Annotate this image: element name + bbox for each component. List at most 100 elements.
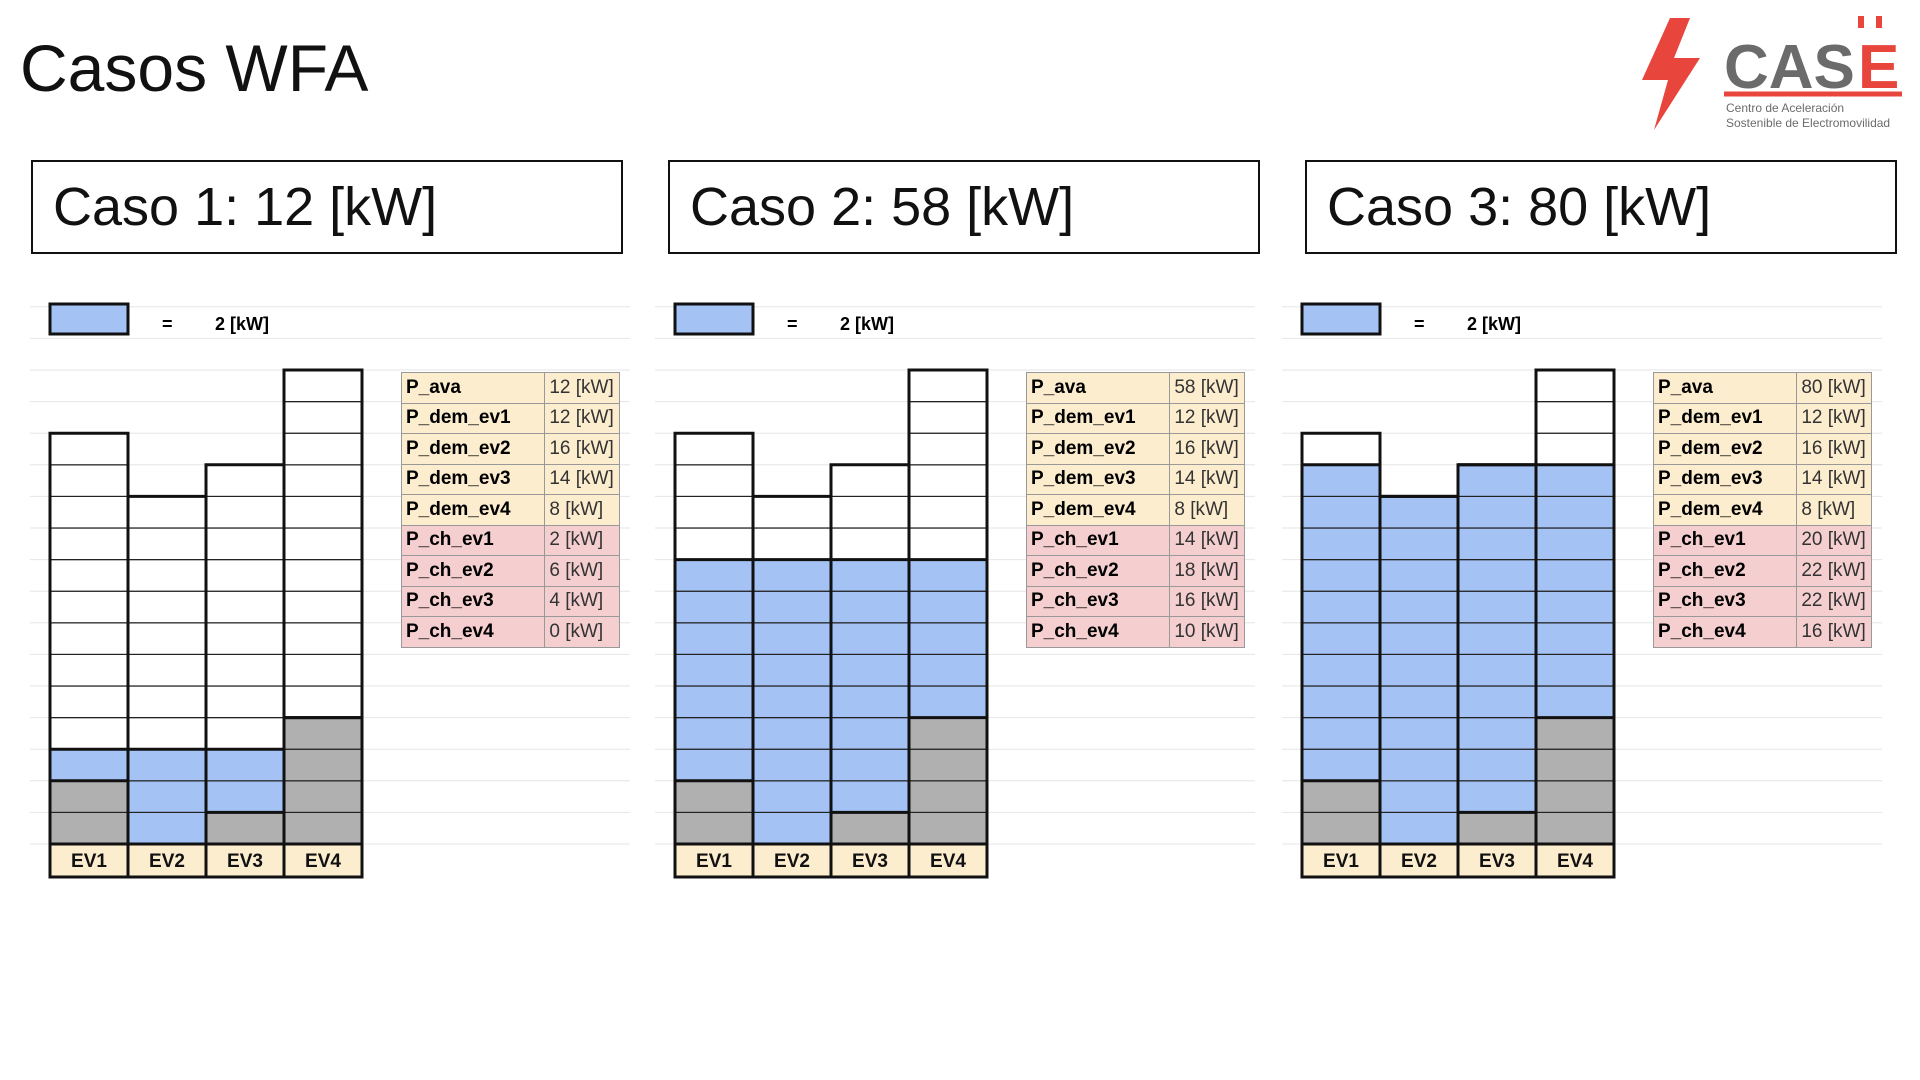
- cell-ev3: [205, 495, 285, 529]
- cell-ev4: [283, 369, 363, 403]
- cell-ev4: [908, 717, 988, 750]
- ev-label-ev4: EV4: [1557, 851, 1593, 872]
- value-amount: 8 [kW]: [1169, 494, 1245, 526]
- value-key: P_dem_ev1: [1025, 402, 1171, 434]
- cell-ev2: [752, 622, 832, 655]
- cell-ev4: [1535, 811, 1615, 845]
- cell-ev2: [127, 495, 207, 529]
- value-key: P_ch_ev2: [1652, 555, 1798, 587]
- cell-ev1: [674, 527, 754, 561]
- cell-ev1: [674, 495, 754, 529]
- cell-ev1: [674, 685, 754, 719]
- ev-label-box: [204, 842, 286, 879]
- cell-ev1: [1301, 811, 1381, 845]
- cell-ev2: [752, 495, 832, 529]
- value-key: P_dem_ev3: [400, 463, 546, 495]
- cell-ev2: [127, 590, 207, 624]
- value-key: P_dem_ev4: [1025, 494, 1171, 526]
- cell-ev3: [830, 780, 910, 813]
- cell-ev4: [1535, 748, 1615, 782]
- value-amount: 14 [kW]: [1169, 524, 1245, 556]
- cell-ev4: [283, 590, 363, 624]
- cell-ev3: [205, 464, 285, 498]
- value-amount: 58 [kW]: [1169, 372, 1245, 404]
- cell-ev2: [127, 559, 207, 592]
- cell-ev2: [1379, 780, 1459, 813]
- cell-ev4: [1535, 780, 1615, 813]
- cell-ev3: [830, 653, 910, 687]
- cell-ev3: [830, 590, 910, 624]
- cell-ev4: [1535, 653, 1615, 687]
- cell-ev3: [830, 622, 910, 655]
- cell-ev1: [1301, 432, 1381, 466]
- cell-ev3: [205, 590, 285, 624]
- cell-ev4: [1535, 527, 1615, 561]
- value-row: P_dem_ev3 14 [kW]: [400, 463, 620, 495]
- svg-text:E: E: [1858, 33, 1899, 102]
- legend-swatch: [48, 302, 130, 336]
- ev-label-ev4: EV4: [305, 851, 341, 872]
- value-amount: 8 [kW]: [544, 494, 620, 526]
- value-amount: 16 [kW]: [1169, 433, 1245, 465]
- value-amount: 12 [kW]: [1796, 402, 1872, 434]
- cell-ev1: [49, 527, 129, 561]
- cell-ev1: [49, 590, 129, 624]
- value-row: P_ava 58 [kW]: [1025, 372, 1245, 404]
- value-row: P_ava 80 [kW]: [1652, 372, 1872, 404]
- cell-ev2: [752, 717, 832, 750]
- value-key: P_ch_ev1: [1025, 524, 1171, 556]
- cell-ev1: [1301, 495, 1381, 529]
- value-key: P_dem_ev3: [1025, 463, 1171, 495]
- cell-ev1: [674, 653, 754, 687]
- cell-ev2: [1379, 495, 1459, 529]
- case-3-heading: Caso 3: 80 [kW]: [1305, 160, 1897, 254]
- value-amount: 16 [kW]: [1796, 616, 1872, 648]
- case-1-legend-equals: =: [162, 314, 173, 334]
- cell-ev4: [908, 780, 988, 813]
- value-row: P_dem_ev1 12 [kW]: [1025, 402, 1245, 434]
- value-amount: 14 [kW]: [1169, 463, 1245, 495]
- cell-ev1: [49, 717, 129, 750]
- cell-ev3: [205, 527, 285, 561]
- cell-ev4: [908, 811, 988, 845]
- cell-ev4: [908, 527, 988, 561]
- cell-ev2: [127, 653, 207, 687]
- cell-ev1: [674, 432, 754, 466]
- cell-ev4: [1535, 432, 1615, 466]
- cell-ev2: [127, 622, 207, 655]
- cell-ev2: [1379, 685, 1459, 719]
- value-amount: 12 [kW]: [544, 402, 620, 434]
- value-row: P_dem_ev1 12 [kW]: [400, 402, 620, 434]
- cell-ev1: [674, 780, 754, 813]
- cell-ev2: [127, 780, 207, 813]
- cell-ev2: [752, 748, 832, 782]
- value-key: P_ch_ev1: [400, 524, 546, 556]
- cell-ev3: [1457, 748, 1537, 782]
- cell-ev1: [1301, 780, 1381, 813]
- logo-subtitle-2: Sostenible de Electromovilidad: [1726, 116, 1890, 130]
- cell-ev3: [205, 811, 285, 845]
- value-key: P_ch_ev4: [1652, 616, 1798, 648]
- cell-ev4: [1535, 495, 1615, 529]
- value-key: P_ava: [1025, 372, 1171, 404]
- cell-ev4: [1535, 622, 1615, 655]
- case-1-heading: Caso 1: 12 [kW]: [31, 160, 623, 254]
- logo-bolt-icon: CAS E Centro de Aceleración Sostenible d…: [1642, 16, 1902, 130]
- cell-ev4: [283, 400, 363, 434]
- cell-ev4: [908, 559, 988, 592]
- value-amount: 80 [kW]: [1796, 372, 1872, 404]
- case-2-heading: Caso 2: 58 [kW]: [668, 160, 1260, 254]
- case-3-legend-equals: =: [1414, 314, 1425, 334]
- cell-ev3: [1457, 685, 1537, 719]
- cell-ev3: [830, 495, 910, 529]
- cell-ev3: [830, 811, 910, 845]
- case-1-legend-value: 2 [kW]: [215, 314, 269, 334]
- cell-ev3: [1457, 811, 1537, 845]
- cell-ev2: [1379, 559, 1459, 592]
- cell-ev4: [283, 748, 363, 782]
- cell-ev4: [908, 464, 988, 498]
- logo-brand-text: CAS: [1724, 33, 1855, 102]
- cell-ev3: [1457, 780, 1537, 813]
- cell-ev2: [752, 685, 832, 719]
- cell-ev2: [1379, 811, 1459, 845]
